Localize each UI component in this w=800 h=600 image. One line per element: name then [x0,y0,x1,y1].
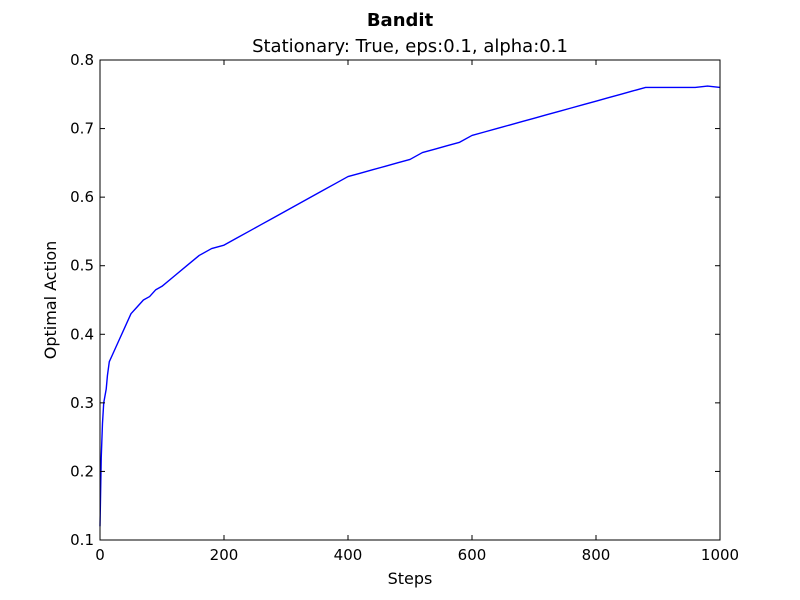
y-tick-label: 0.7 [70,120,94,138]
ticks-layer: 0 200 400 600 800 1000 0.1 0.2 0.3 0.4 0.5 0.6 0.7 0.… [70,51,739,564]
chart-title: Bandit [367,10,434,31]
series-line-0 [99,85,721,527]
y-tick-label: 0.5 [70,257,94,275]
x-axis-label: Steps [388,569,433,588]
y-tick-label: 0.4 [70,325,94,343]
x-tick-label: 800 [582,546,611,564]
chart-subtitle: Stationary: True, eps:0.1, alpha:0.1 [252,36,568,57]
y-tick-label: 0.2 [70,462,94,480]
y-axis-label: Optimal Action [41,241,60,360]
plot-area-frame [99,59,721,541]
x-tick-label: 1000 [701,546,739,564]
series-layer [99,85,721,527]
x-tick-label: 400 [334,546,363,564]
y-tick-label: 0.6 [70,188,94,206]
x-tick-label: 0 [95,546,105,564]
x-tick-label: 600 [458,546,487,564]
x-tick-label: 200 [210,546,239,564]
y-tick-label: 0.1 [70,531,94,549]
y-tick-label: 0.8 [70,51,94,69]
y-tick-label: 0.3 [70,394,94,412]
